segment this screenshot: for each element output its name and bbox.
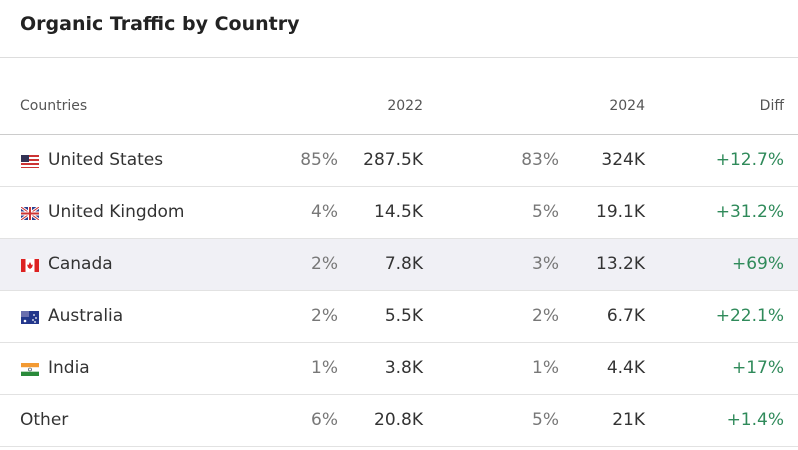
row-divider (0, 238, 798, 239)
divider (0, 57, 798, 58)
share-2024: 2% (532, 306, 559, 326)
traffic-2022: 20.8K (374, 410, 423, 430)
traffic-2022: 287.5K (363, 150, 423, 170)
traffic-diff: +69% (731, 254, 784, 274)
traffic-2022: 3.8K (384, 358, 423, 378)
traffic-2022: 14.5K (374, 202, 423, 222)
flag-icon (21, 155, 39, 168)
traffic-2024: 13.2K (596, 254, 645, 274)
table-row: Australia 2% 5.5K 2% 6.7K +22.1% (0, 291, 798, 342)
share-2022: 2% (311, 254, 338, 274)
row-divider (0, 394, 798, 395)
country-name: Other (20, 410, 69, 430)
traffic-diff: +31.2% (715, 202, 784, 222)
traffic-diff: +12.7% (715, 150, 784, 170)
column-header[interactable]: Countries (20, 98, 88, 114)
flag-icon (21, 311, 39, 324)
share-2022: 6% (311, 410, 338, 430)
traffic-2024: 6.7K (606, 306, 645, 326)
table-row: Other 6% 20.8K 5% 21K +1.4% (0, 395, 798, 446)
traffic-2022: 5.5K (384, 306, 423, 326)
share-2022: 4% (311, 202, 338, 222)
share-2024: 3% (532, 254, 559, 274)
divider (0, 134, 798, 135)
share-2024: 5% (532, 202, 559, 222)
traffic-2022: 7.8K (384, 254, 423, 274)
country-name: Canada (48, 254, 113, 274)
column-header[interactable]: 2022 (387, 98, 423, 114)
traffic-2024: 4.4K (606, 358, 645, 378)
share-2024: 5% (532, 410, 559, 430)
table-row: United States 85% 287.5K 83% 324K +12.7% (0, 135, 798, 186)
share-2024: 1% (532, 358, 559, 378)
flag-icon (21, 363, 39, 376)
share-2022: 1% (311, 358, 338, 378)
flag-icon (21, 207, 39, 220)
table-row: United Kingdom 4% 14.5K 5% 19.1K +31.2% (0, 187, 798, 238)
table-row: Canada 2% 7.8K 3% 13.2K +69% (0, 239, 798, 290)
flag-icon (21, 259, 39, 272)
country-name: Australia (48, 306, 124, 326)
share-2022: 2% (311, 306, 338, 326)
column-header[interactable]: 2024 (609, 98, 645, 114)
widget-title: Organic Traffic by Country (20, 13, 300, 35)
traffic-diff: +17% (731, 358, 784, 378)
table-row: India 1% 3.8K 1% 4.4K +17% (0, 343, 798, 394)
traffic-diff: +1.4% (726, 410, 784, 430)
share-2024: 83% (521, 150, 559, 170)
row-divider (0, 186, 798, 187)
country-name: United Kingdom (48, 202, 185, 222)
traffic-2024: 324K (601, 150, 645, 170)
row-divider (0, 342, 798, 343)
traffic-2024: 21K (612, 410, 645, 430)
row-divider (0, 446, 798, 447)
traffic-diff: +22.1% (715, 306, 784, 326)
share-2022: 85% (300, 150, 338, 170)
country-name: United States (48, 150, 164, 170)
column-header[interactable]: Diff (759, 98, 784, 114)
traffic-2024: 19.1K (596, 202, 645, 222)
country-name: India (48, 358, 90, 378)
row-divider (0, 290, 798, 291)
